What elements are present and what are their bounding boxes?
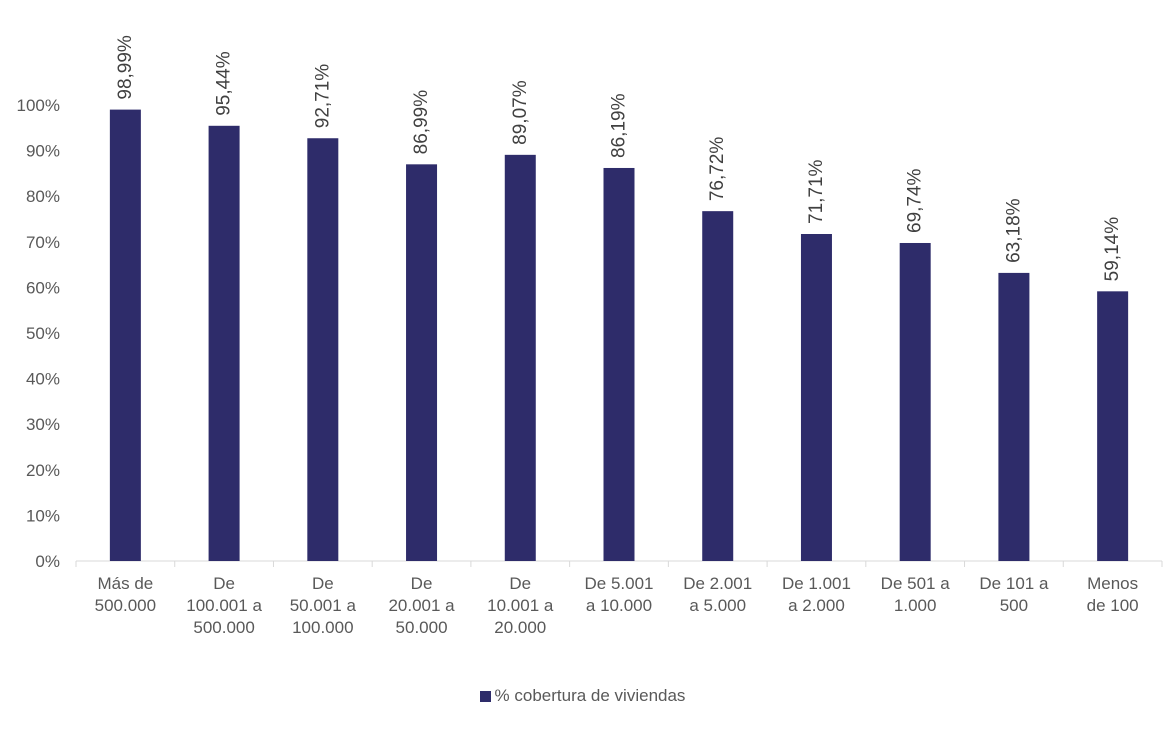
data-labels: 98,99% 95,44% 92,71% 86,99% 89,07% 86,19% 76,7… — [115, 35, 1123, 281]
y-tick-label: 30% — [26, 415, 60, 434]
y-tick-label: 70% — [26, 233, 60, 252]
bars — [109, 109, 1129, 562]
data-label: 98,99% — [115, 35, 136, 100]
x-tick-label: De 50.001 a 100.000 — [290, 574, 357, 637]
data-label: 92,71% — [312, 64, 333, 129]
bar — [998, 272, 1030, 561]
data-label: 95,44% — [214, 51, 235, 116]
x-tick-label: De 100.001 a 500.000 — [186, 574, 262, 637]
bar — [899, 242, 931, 561]
x-tick-label: De 5.001 a 10.000 — [585, 574, 654, 615]
y-tick-label: 40% — [26, 370, 60, 389]
bar — [800, 234, 832, 562]
y-tick-label: 80% — [26, 187, 60, 206]
y-tick-label: 20% — [26, 461, 60, 480]
data-label: 76,72% — [707, 137, 728, 202]
bar — [208, 125, 240, 561]
x-tick-label: De 2.001 a 5.000 — [683, 574, 752, 615]
y-tick-label: 50% — [26, 324, 60, 343]
bar — [307, 138, 339, 561]
y-tick-label: 90% — [26, 142, 60, 161]
y-tick-label: 0% — [35, 552, 60, 571]
y-tick-label: 100% — [17, 96, 60, 115]
x-tick-label: De 101 a 500 — [979, 574, 1049, 615]
legend-swatch — [479, 690, 491, 702]
data-label: 86,19% — [609, 93, 630, 158]
bar — [406, 164, 438, 561]
data-label: 89,07% — [510, 80, 531, 145]
legend: % cobertura de viviendas — [0, 686, 1165, 706]
x-tick-label: De 501 a 1.000 — [881, 574, 951, 615]
y-tick-label: 10% — [26, 506, 60, 525]
bar — [1097, 291, 1129, 561]
data-label: 69,74% — [905, 168, 926, 233]
x-tick-label: Menos de 100 — [1087, 574, 1139, 615]
bar — [702, 211, 734, 561]
legend-label: % cobertura de viviendas — [494, 686, 686, 705]
x-tick-label: De 10.001 a 20.000 — [487, 574, 554, 637]
data-label: 63,18% — [1003, 198, 1024, 263]
data-label: 59,14% — [1102, 217, 1123, 282]
data-label: 86,99% — [411, 90, 432, 155]
x-tick-label: De 1.001 a 2.000 — [782, 574, 851, 615]
bar — [603, 167, 635, 561]
y-tick-label: 60% — [26, 278, 60, 297]
x-tick-label: Más de 500.000 — [95, 574, 156, 615]
x-tick-label: De 20.001 a 50.000 — [388, 574, 455, 637]
bar — [504, 154, 536, 561]
y-axis: 0% 10% 20% 30% 40% 50% 60% 70% 80% 90% 100% — [17, 96, 60, 571]
bar — [109, 109, 141, 562]
x-axis: Más de 500.000 De 100.001 a 500.000 De 50.001 … — [75, 560, 1163, 637]
data-label: 71,71% — [806, 159, 827, 224]
